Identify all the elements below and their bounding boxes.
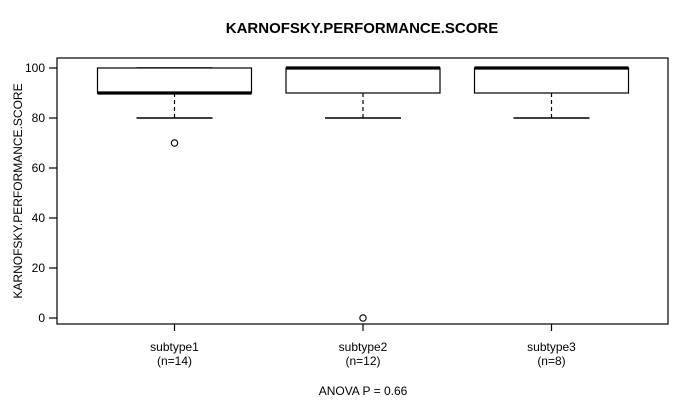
y-tick-label: 0 xyxy=(38,311,45,325)
anova-p-value: ANOVA P = 0.66 xyxy=(319,384,408,398)
x-tick-label: subtype2 xyxy=(339,340,388,354)
plot-area: 0 20 40 60 80 100 subtype1(n=14) subtype2(n=12)… xyxy=(25,57,669,368)
y-tick-label: 100 xyxy=(25,61,45,75)
plot-border xyxy=(56,57,669,325)
y-tick-label: 60 xyxy=(32,161,46,175)
box-subtype1 xyxy=(96,67,253,94)
y-tick-label: 40 xyxy=(32,211,46,225)
box-subtype3 xyxy=(473,67,630,94)
chart-title: KARNOFSKY.PERFORMANCE.SCORE xyxy=(226,20,499,37)
y-axis-label: KARNOFSKY.PERFORMANCE.SCORE xyxy=(11,83,25,298)
outlier-point xyxy=(170,139,179,147)
x-tick-n-label: (n=14) xyxy=(157,354,192,368)
x-tick-n-label: (n=8) xyxy=(537,354,565,368)
box-subtype2 xyxy=(285,67,441,94)
x-tick-n-label: (n=12) xyxy=(345,354,380,368)
y-tick-label: 20 xyxy=(32,261,46,275)
x-tick-label: subtype3 xyxy=(527,340,576,354)
x-tick-label: subtype1 xyxy=(150,340,199,354)
outlier-point xyxy=(359,314,367,322)
y-tick-label: 80 xyxy=(32,111,46,125)
